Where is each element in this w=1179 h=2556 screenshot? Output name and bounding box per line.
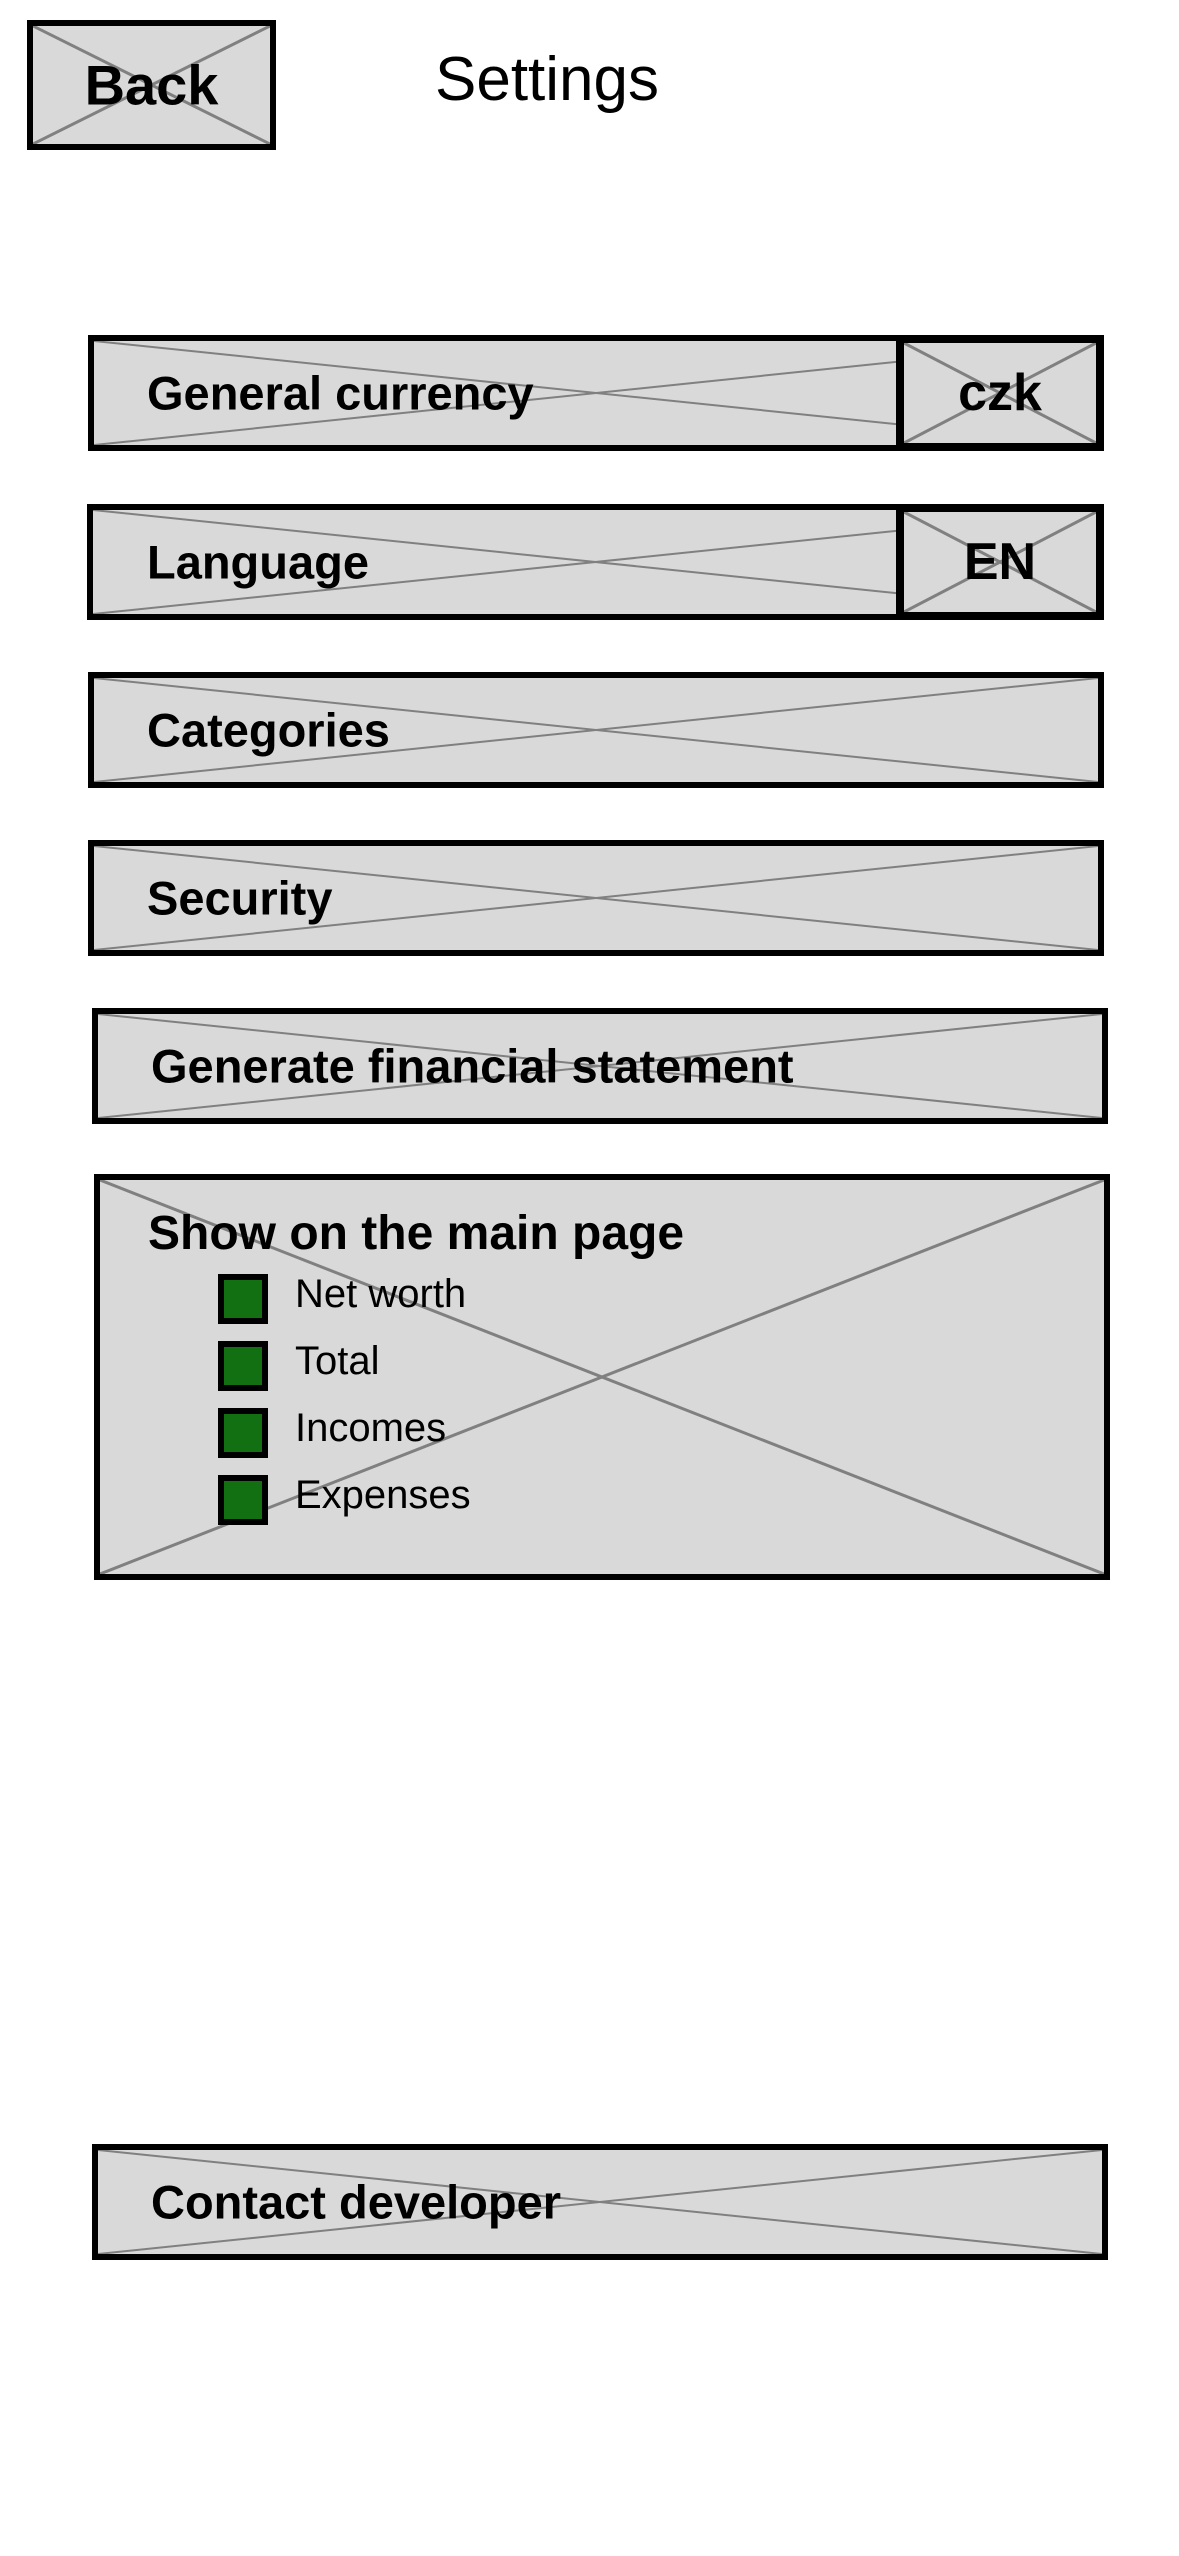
checkbox-label-incomes: Incomes <box>295 1406 447 1450</box>
categories-label: Categories <box>147 703 390 757</box>
contact-developer-label: Contact developer <box>151 2175 562 2229</box>
checkbox-label-net-worth: Net worth <box>295 1272 467 1316</box>
security-label: Security <box>147 871 333 925</box>
language-value: EN <box>963 533 1037 591</box>
general-currency-row[interactable]: General currency czk <box>88 335 1104 451</box>
checkbox-total[interactable] <box>218 1341 268 1391</box>
checkbox-net-worth[interactable] <box>218 1274 268 1324</box>
security-row[interactable]: Security <box>88 840 1104 956</box>
checkbox-label-total: Total <box>295 1339 380 1383</box>
categories-row[interactable]: Categories <box>88 672 1104 788</box>
main-page-title: Show on the main page <box>148 1207 685 1260</box>
language-selector[interactable]: EN <box>896 504 1104 620</box>
general-currency-label: General currency <box>147 366 534 420</box>
language-label: Language <box>147 535 369 589</box>
back-button-label: Back <box>84 53 219 117</box>
currency-selector[interactable]: czk <box>896 335 1104 451</box>
contact-developer-row[interactable]: Contact developer <box>92 2144 1108 2260</box>
main-page-options-panel: Show on the main page Net worth Total In… <box>94 1174 1110 1580</box>
checkbox-label-expenses: Expenses <box>295 1473 471 1517</box>
language-row[interactable]: Language EN <box>87 504 1104 620</box>
financial-statement-label: Generate financial statement <box>151 1039 794 1093</box>
financial-statement-row[interactable]: Generate financial statement <box>92 1008 1108 1124</box>
checkbox-expenses[interactable] <box>218 1475 268 1525</box>
back-button[interactable]: Back <box>27 20 276 150</box>
page-title: Settings <box>435 45 660 114</box>
currency-value: czk <box>958 364 1042 422</box>
checkbox-incomes[interactable] <box>218 1408 268 1458</box>
